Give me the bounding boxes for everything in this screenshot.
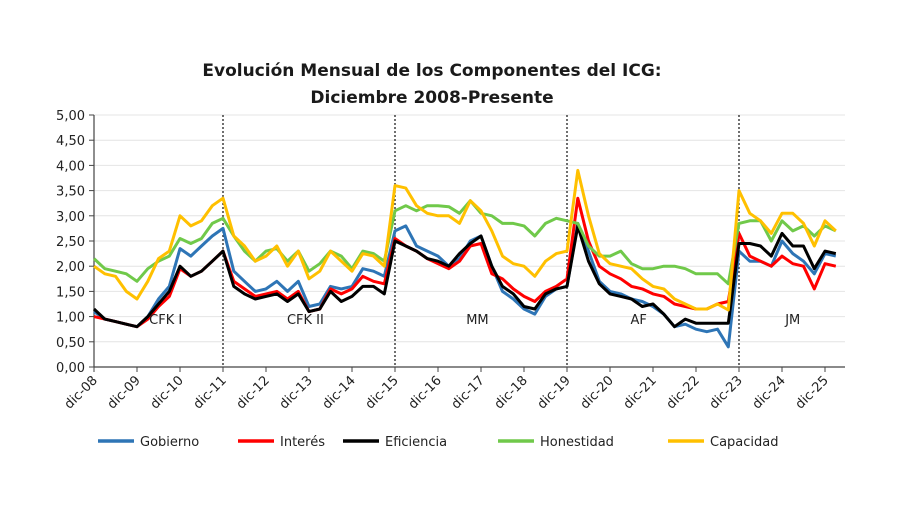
legend-label: Interés bbox=[280, 435, 325, 450]
x-tick-label: dic-11 bbox=[191, 373, 230, 412]
series-line-honestidad bbox=[92, 199, 837, 286]
x-tick-label: dic-12 bbox=[234, 373, 273, 412]
x-tick-label: dic-14 bbox=[320, 373, 359, 412]
x-tick-label: dic-21 bbox=[621, 373, 660, 412]
chart-title-line1: Evolución Mensual de los Componentes del… bbox=[202, 61, 661, 81]
x-tick-label: dic-15 bbox=[363, 373, 402, 412]
y-axis: 0,00 0,50 1,00 1,50 2,00 2,50 3,00 3,50 4,00 4,50… bbox=[56, 109, 95, 376]
x-tick-label: dic-22 bbox=[664, 373, 703, 412]
x-tick-label: dic-20 bbox=[578, 373, 617, 412]
y-tick-label: 4,00 bbox=[56, 159, 85, 174]
series-line-gobierno bbox=[93, 221, 837, 349]
y-tick-label: 1,50 bbox=[56, 285, 85, 300]
period-label: AF bbox=[630, 313, 646, 328]
legend-label: Eficiencia bbox=[385, 435, 447, 450]
legend-label: Honestidad bbox=[540, 435, 614, 450]
x-tick-label: dic-10 bbox=[148, 373, 187, 412]
legend-label: Gobierno bbox=[140, 435, 199, 450]
x-tick-label: dic-16 bbox=[406, 373, 445, 412]
x-tick-label: dic-17 bbox=[449, 373, 488, 412]
period-label: JM bbox=[784, 313, 800, 328]
y-tick-label: 0,50 bbox=[56, 336, 85, 351]
x-tick-label: dic-09 bbox=[105, 373, 144, 412]
period-label: MM bbox=[466, 313, 488, 328]
legend: Gobierno Interés Eficiencia Honestidad Capac… bbox=[98, 435, 779, 450]
series-line-capacidad bbox=[93, 168, 837, 312]
y-tick-label: 0,00 bbox=[56, 361, 85, 376]
series-line-eficiencia bbox=[92, 224, 837, 329]
y-tick-label: 2,00 bbox=[56, 260, 85, 275]
legend-label: Capacidad bbox=[710, 435, 779, 450]
x-tick-label: dic-08 bbox=[62, 373, 101, 412]
x-tick-label: dic-24 bbox=[750, 373, 789, 412]
x-tick-label: dic-25 bbox=[793, 373, 832, 412]
y-tick-label: 3,00 bbox=[56, 210, 85, 225]
period-label: CFK II bbox=[287, 313, 324, 328]
period-annotations: CFK I CFK II MM AF JM bbox=[149, 313, 800, 328]
chart-title-line2: Diciembre 2008-Presente bbox=[310, 88, 553, 108]
period-label: CFK I bbox=[149, 313, 182, 328]
x-tick-label: dic-23 bbox=[707, 373, 746, 412]
x-axis: dic-08 dic-09 dic-10 dic-11 dic-12 dic-13 dic-… bbox=[62, 366, 845, 412]
y-tick-label: 4,50 bbox=[56, 134, 85, 149]
y-tick-label: 2,50 bbox=[56, 235, 85, 250]
y-tick-label: 3,50 bbox=[56, 185, 85, 200]
x-tick-label: dic-19 bbox=[535, 373, 574, 412]
y-tick-label: 1,00 bbox=[56, 311, 85, 326]
y-tick-label: 5,00 bbox=[56, 109, 85, 124]
x-tick-label: dic-18 bbox=[492, 373, 531, 412]
x-tick-label: dic-13 bbox=[277, 373, 316, 412]
series-lines bbox=[92, 168, 837, 349]
